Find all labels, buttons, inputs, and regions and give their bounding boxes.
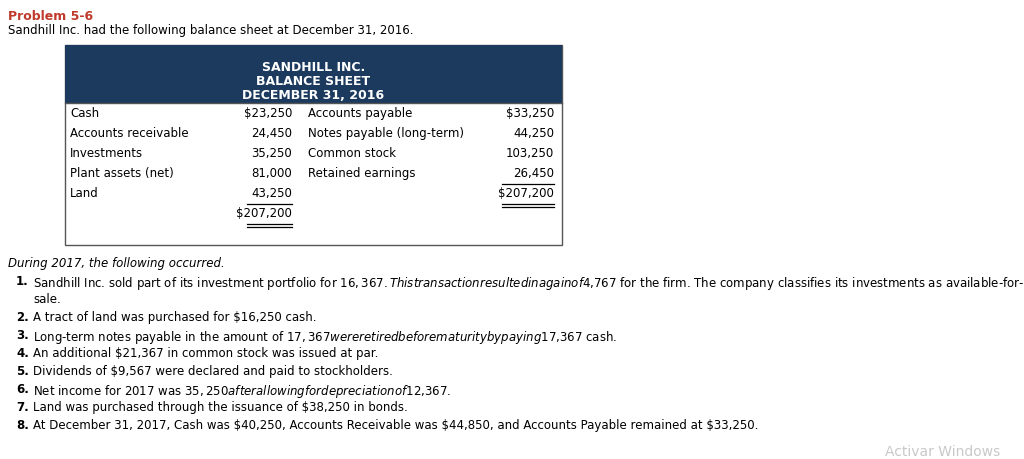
Text: Problem 5-6: Problem 5-6: [8, 10, 93, 23]
Text: Plant assets (net): Plant assets (net): [70, 167, 174, 180]
Text: 3.: 3.: [16, 329, 29, 342]
Text: Long-term notes payable in the amount of $17,367 were retired before maturity by: Long-term notes payable in the amount of…: [33, 329, 617, 346]
Text: Notes payable (long-term): Notes payable (long-term): [308, 127, 464, 140]
Text: At December 31, 2017, Cash was $40,250, Accounts Receivable was $44,850, and Acc: At December 31, 2017, Cash was $40,250, …: [33, 419, 759, 432]
Text: 44,250: 44,250: [513, 127, 554, 140]
Text: 26,450: 26,450: [513, 167, 554, 180]
Text: 4.: 4.: [16, 347, 29, 360]
Text: Common stock: Common stock: [308, 147, 396, 160]
Text: Land: Land: [70, 187, 98, 200]
Text: 2.: 2.: [16, 311, 29, 324]
Text: Dividends of $9,567 were declared and paid to stockholders.: Dividends of $9,567 were declared and pa…: [33, 365, 393, 378]
Text: $33,250: $33,250: [506, 107, 554, 120]
Bar: [65, 45, 562, 245]
Text: SANDHILL INC.: SANDHILL INC.: [262, 61, 366, 74]
Text: Sandhill Inc. sold part of its investment portfolio for $16,367. This transactio: Sandhill Inc. sold part of its investmen…: [33, 275, 1024, 292]
Text: $23,250: $23,250: [244, 107, 292, 120]
Text: Activar Windows: Activar Windows: [885, 445, 1000, 459]
Text: $207,200: $207,200: [237, 207, 292, 220]
Text: Retained earnings: Retained earnings: [308, 167, 416, 180]
Text: 24,450: 24,450: [251, 127, 292, 140]
Text: 1.: 1.: [16, 275, 29, 288]
Text: DECEMBER 31, 2016: DECEMBER 31, 2016: [243, 89, 385, 102]
Text: Net income for 2017 was $35,250 after allowing for depreciation of $12,367.: Net income for 2017 was $35,250 after al…: [33, 383, 452, 400]
Text: Cash: Cash: [70, 107, 99, 120]
Text: 43,250: 43,250: [251, 187, 292, 200]
Text: 35,250: 35,250: [251, 147, 292, 160]
Text: During 2017, the following occurred.: During 2017, the following occurred.: [8, 257, 224, 270]
Text: Sandhill Inc. had the following balance sheet at December 31, 2016.: Sandhill Inc. had the following balance …: [8, 24, 414, 37]
Text: 8.: 8.: [16, 419, 29, 432]
Text: 5.: 5.: [16, 365, 29, 378]
Text: Land was purchased through the issuance of $38,250 in bonds.: Land was purchased through the issuance …: [33, 401, 408, 414]
Text: Investments: Investments: [70, 147, 143, 160]
Text: An additional $21,367 in common stock was issued at par.: An additional $21,367 in common stock wa…: [33, 347, 379, 360]
Bar: [65, 45, 562, 103]
Text: A tract of land was purchased for $16,250 cash.: A tract of land was purchased for $16,25…: [33, 311, 316, 324]
Text: 7.: 7.: [16, 401, 29, 414]
Text: 81,000: 81,000: [251, 167, 292, 180]
Text: BALANCE SHEET: BALANCE SHEET: [256, 75, 371, 88]
Text: Accounts receivable: Accounts receivable: [70, 127, 188, 140]
Text: $207,200: $207,200: [498, 187, 554, 200]
Text: 6.: 6.: [16, 383, 29, 396]
Text: Accounts payable: Accounts payable: [308, 107, 413, 120]
Text: sale.: sale.: [33, 293, 60, 306]
Text: 103,250: 103,250: [506, 147, 554, 160]
